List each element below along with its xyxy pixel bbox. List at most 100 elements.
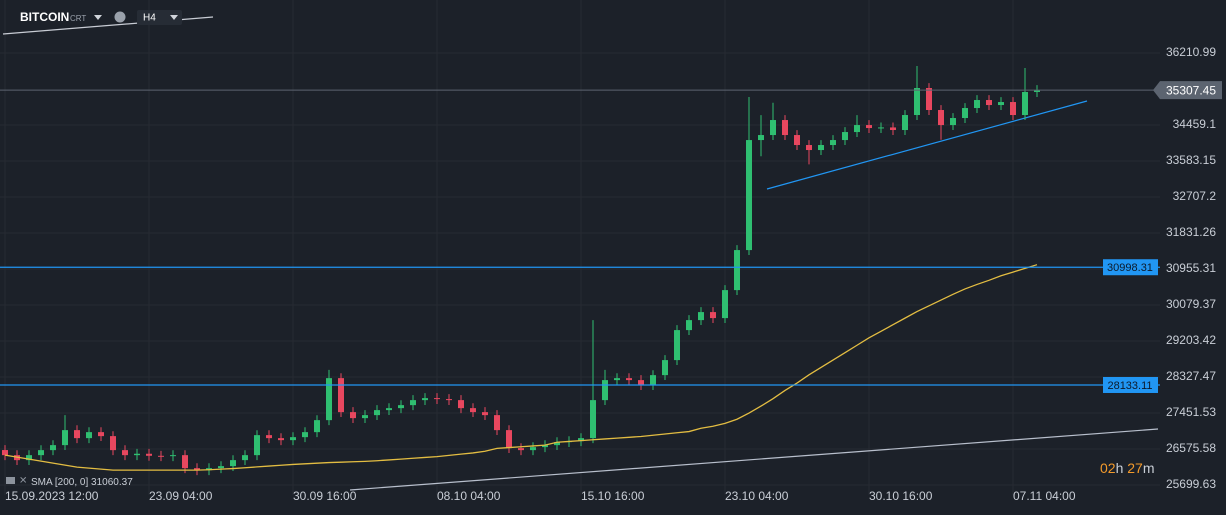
candle-body — [650, 375, 656, 386]
candle-body — [902, 115, 908, 131]
candle-body — [230, 460, 236, 467]
y-tick-label: 25699.63 — [1166, 477, 1216, 491]
x-tick-label: 15.09.2023 12:00 — [5, 489, 99, 503]
candle-body — [806, 145, 812, 151]
candle-body — [578, 438, 584, 442]
grid — [0, 0, 1160, 495]
candle-body — [410, 400, 416, 406]
candle-body — [386, 408, 392, 411]
symbol[interactable]: BITCOIN — [20, 10, 69, 24]
trend-line — [766, 100, 1088, 190]
symbol-suffix: CRT — [70, 14, 86, 23]
candle-body — [518, 448, 524, 451]
y-tick-label: 31831.26 — [1166, 225, 1216, 239]
sma-legend: SMA [200, 0] 31060.37 — [31, 477, 133, 488]
candle-body — [170, 455, 176, 457]
candle-body — [950, 118, 956, 126]
level-label-box — [1103, 259, 1158, 276]
x-tick-label: 30.09 16:00 — [293, 489, 357, 503]
candle-body — [626, 378, 632, 381]
candle-body — [914, 88, 920, 116]
candle-body — [614, 378, 620, 381]
candle-body — [326, 378, 332, 421]
last-price-label: 35307.45 — [1166, 83, 1216, 97]
candle-body — [26, 455, 32, 461]
candle-body — [986, 100, 992, 106]
x-tick-label: 30.10 16:00 — [869, 489, 933, 503]
candle-body — [590, 400, 596, 439]
timeframe-box[interactable] — [137, 10, 182, 25]
x-tick-label: 07.11 04:00 — [1013, 489, 1076, 503]
legend-icon[interactable] — [6, 477, 15, 484]
x-tick-label: 15.10 16:00 — [581, 489, 645, 503]
candle-body — [290, 437, 296, 441]
candle-body — [218, 466, 224, 469]
y-tick-label: 26575.58 — [1166, 441, 1216, 455]
candle-body — [38, 450, 44, 456]
candle-body — [926, 88, 932, 111]
countdown-hours: 02 — [1100, 460, 1116, 476]
candle-body — [398, 405, 404, 409]
candle-body — [890, 127, 896, 131]
y-tick-label: 29203.42 — [1166, 333, 1216, 347]
candle-body — [938, 110, 944, 126]
candle-body — [830, 140, 836, 146]
candle-body — [314, 420, 320, 433]
candle-body — [434, 398, 440, 400]
candle-body — [302, 432, 308, 438]
candle-body — [146, 453, 152, 456]
dropdown-arrow[interactable] — [170, 15, 178, 20]
candle-body — [134, 453, 140, 456]
marks — [2, 65, 1040, 476]
candle-body — [638, 380, 644, 386]
candle-body — [482, 412, 488, 416]
last-price-box — [1153, 81, 1222, 100]
countdown: 02h 27m — [1100, 460, 1155, 476]
candle-body — [422, 398, 428, 401]
candle-body — [74, 430, 80, 439]
countdown-unit: m — [1143, 460, 1155, 476]
candle-body — [1022, 92, 1028, 116]
y-tick-label: 33583.15 — [1166, 153, 1216, 167]
candle-body — [542, 445, 548, 448]
candle-body — [494, 415, 500, 431]
dropdown-arrow[interactable] — [94, 15, 102, 20]
candle-body — [782, 120, 788, 136]
y-tick-label: 34459.1 — [1173, 117, 1217, 131]
candle-body — [818, 145, 824, 151]
candle-body — [794, 135, 800, 146]
y-tick-label: 30955.31 — [1166, 261, 1216, 275]
level-label-box — [1103, 376, 1158, 393]
candle-body — [362, 415, 368, 419]
candle-body — [674, 330, 680, 361]
countdown-unit: h — [1116, 460, 1124, 476]
x-tick-label: 23.09 04:00 — [149, 489, 213, 503]
candle-body — [842, 132, 848, 141]
candle-body — [62, 430, 68, 446]
y-tick-label: 30079.37 — [1166, 297, 1216, 311]
candle-body — [722, 290, 728, 319]
close-icon[interactable]: ✕ — [19, 476, 27, 487]
candle-body — [866, 125, 872, 129]
candle-body — [854, 125, 860, 133]
countdown-minutes: 27 — [1127, 460, 1143, 476]
candle-body — [734, 250, 740, 291]
timeframe[interactable]: H4 — [143, 13, 156, 24]
candle-body — [194, 468, 200, 471]
candle-body — [278, 438, 284, 441]
candle-body — [98, 432, 104, 437]
candle-body — [506, 430, 512, 449]
candle-body — [1010, 102, 1016, 116]
info-icon[interactable] — [114, 11, 126, 23]
candle-body — [878, 127, 884, 129]
candle-body — [350, 412, 356, 419]
candle-body — [758, 135, 764, 141]
y-tick-label: 27451.53 — [1166, 405, 1216, 419]
y-tick-label: 36210.99 — [1166, 45, 1216, 59]
candle-body — [446, 399, 452, 401]
candle-body — [374, 410, 380, 416]
candle-body — [266, 435, 272, 439]
candle-body — [86, 432, 92, 439]
